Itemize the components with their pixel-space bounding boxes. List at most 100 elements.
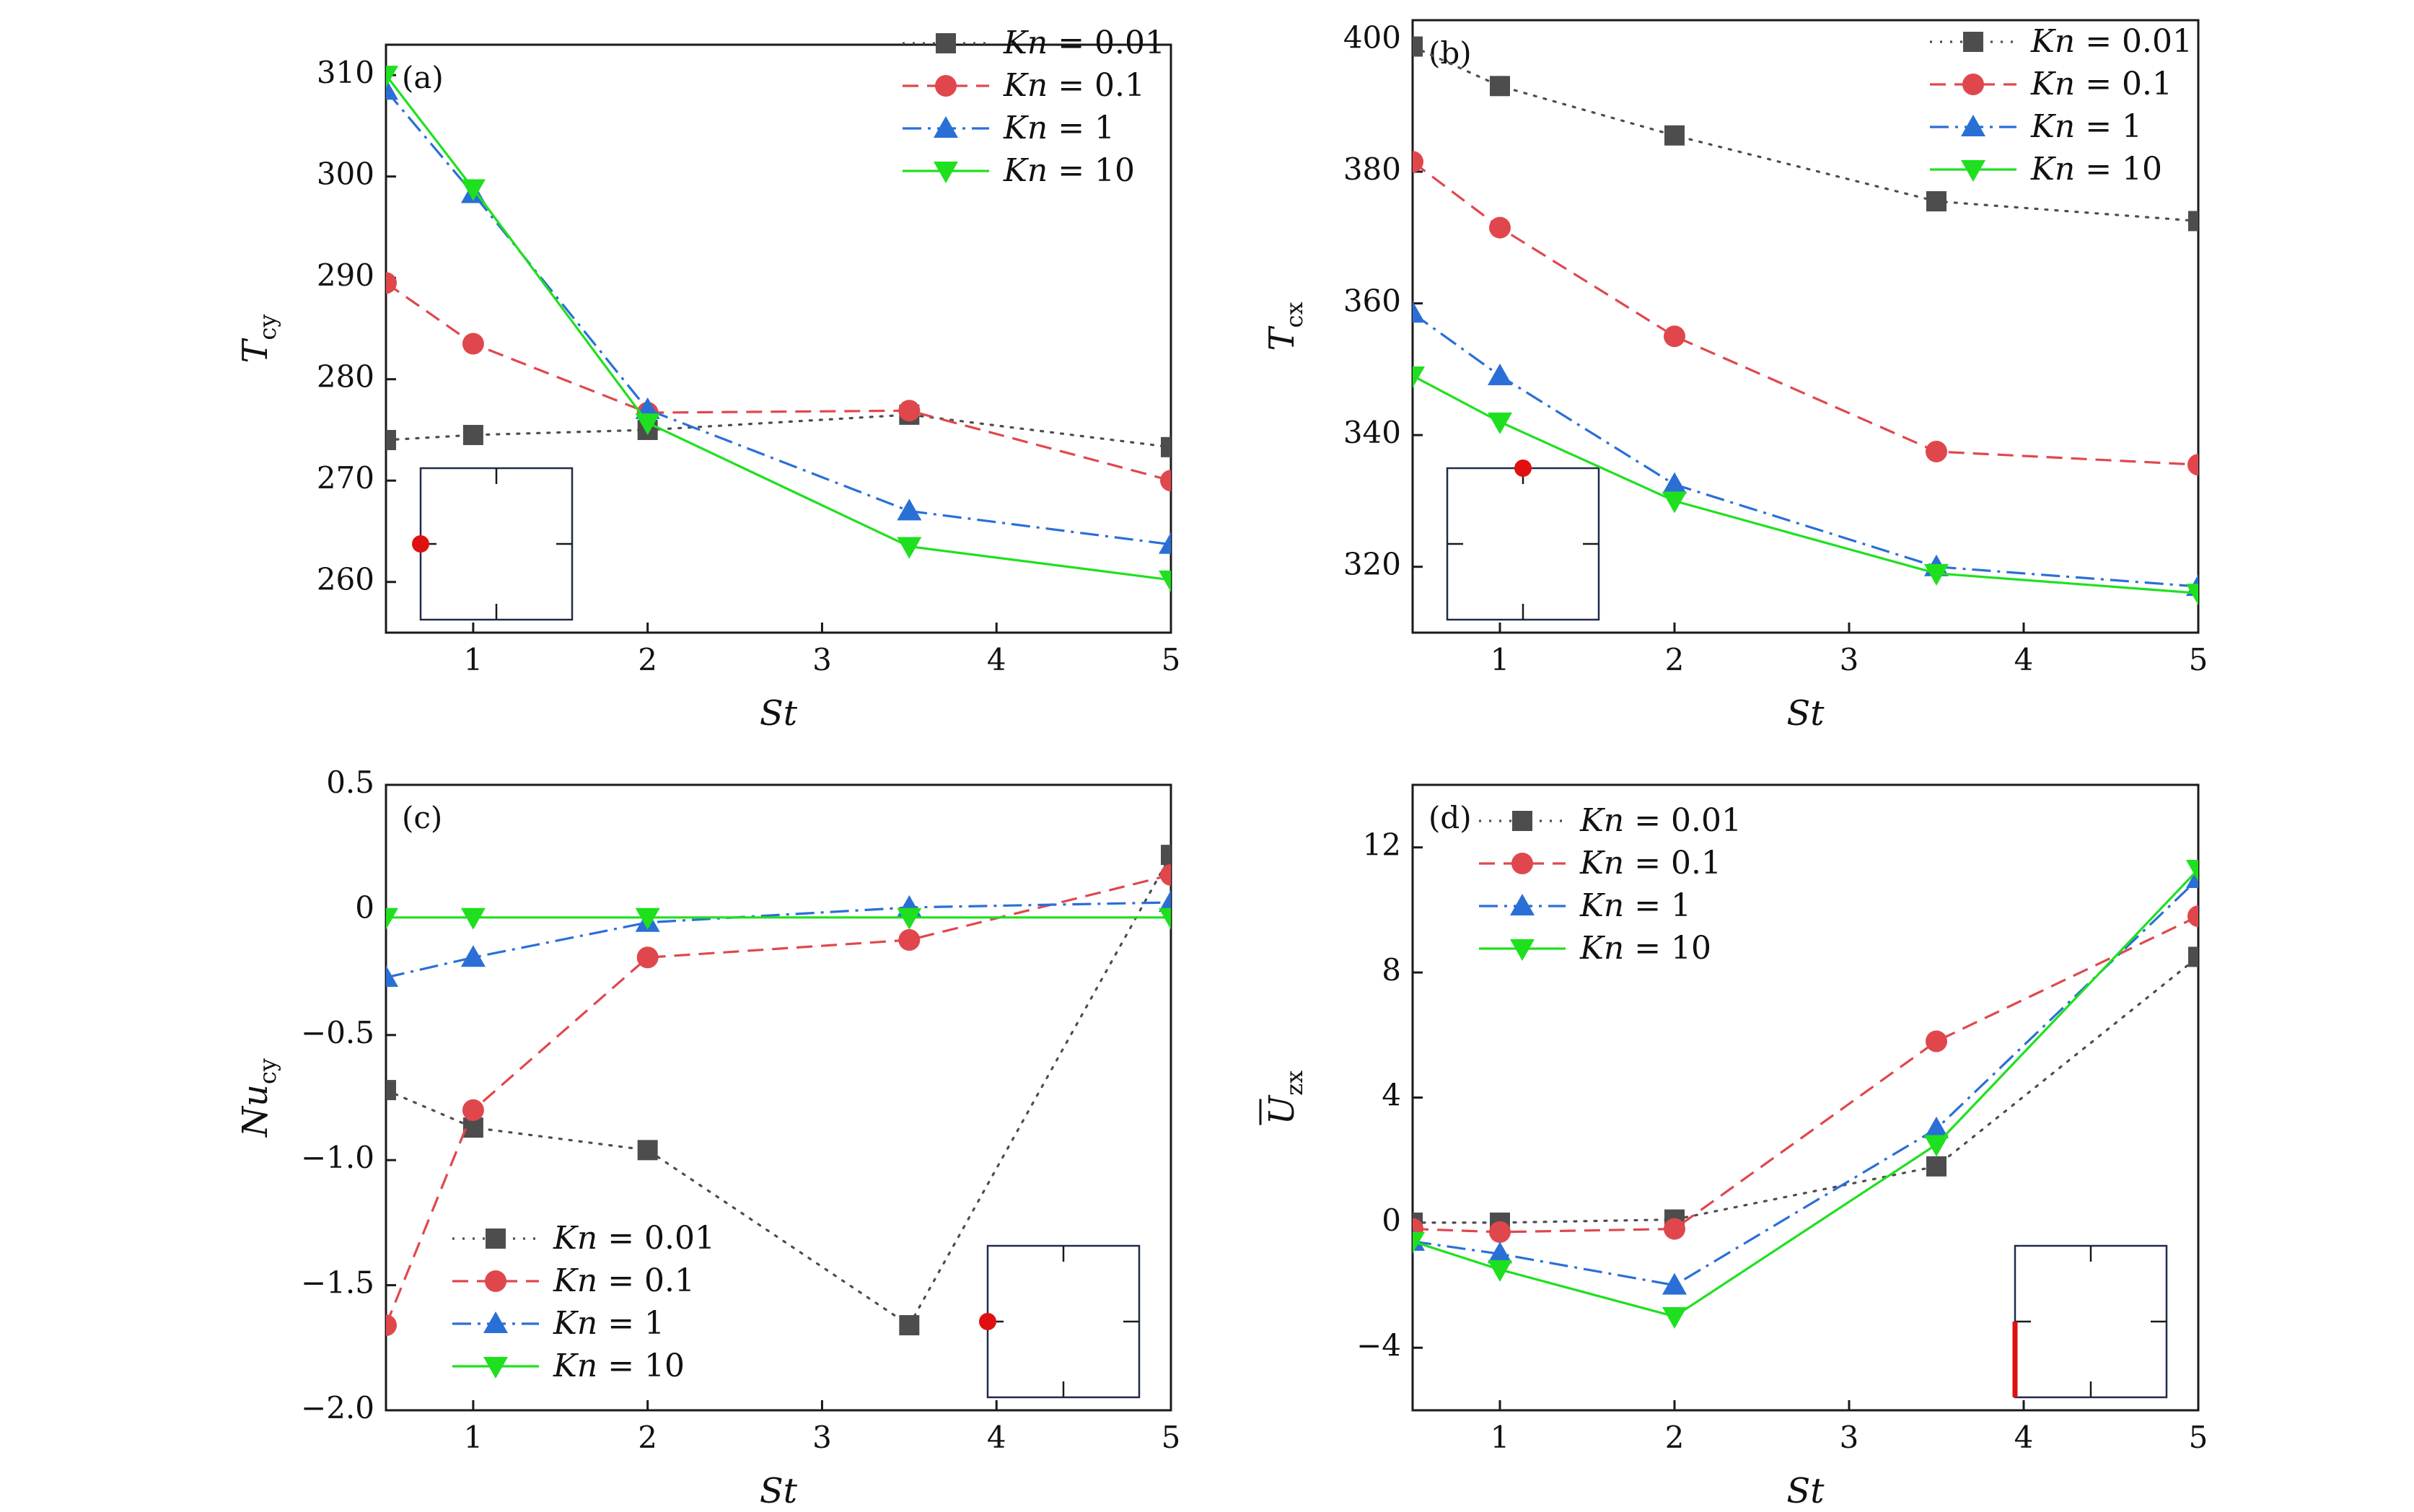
legend-marker-1 [483,1311,508,1333]
series-line-0.01 [386,413,1171,449]
x-tick-label: 3 [1840,642,1859,677]
legend-marker-0.1 [485,1270,506,1292]
y-tick-label: 0 [355,889,374,925]
data-point-0.01 [2188,211,2198,232]
x-tick-label: 4 [987,642,1006,677]
legend-marker-0.1 [935,75,957,97]
y-tick-label: 400 [1343,19,1401,55]
inset-box [1446,467,1600,621]
data-point-1 [1924,1116,1949,1138]
y-tick-label: 0 [1382,1203,1401,1238]
data-point-10 [897,907,922,930]
legend-marker-0.1 [1511,853,1533,874]
legend-label-10: Kn = 10 [553,1348,685,1384]
data-point-0.1 [386,1314,397,1337]
legend-label-10: Kn = 10 [1003,152,1135,189]
y-axis-title: Uzx [1262,1071,1308,1125]
data-point-10 [1413,1231,1425,1254]
x-tick-label: 3 [812,1420,832,1455]
series-line-0.1 [1413,915,2198,1234]
data-point-0.1 [636,946,659,969]
data-point-0.01 [899,1315,920,1336]
data-point-10 [897,537,922,559]
data-point-0.1 [1160,470,1171,492]
legend-label-1: Kn = 1 [1003,110,1115,146]
data-point-0.01 [1161,845,1171,866]
y-tick-label: 340 [1343,415,1401,450]
y-tick-label: 4 [1382,1078,1401,1113]
legend: Kn = 0.01 Kn = 0.1 Kn = 1 Kn = 10 [452,1220,715,1384]
plot-frame [385,43,1172,634]
series-line-0.1 [386,281,1171,482]
legend-marker-1 [934,116,958,138]
x-tick-label: 2 [1665,1420,1685,1455]
data-point-0.01 [462,424,483,445]
data-point-10 [1159,907,1171,930]
legend: Kn = 0.01 Kn = 0.1 Kn = 1 Kn = 10 [1930,23,2193,188]
data-point-10 [2186,860,2198,882]
series-line-0.01 [1413,955,2198,1224]
x-tick-label: 1 [464,642,483,677]
data-point-1 [386,78,398,100]
data-point-0.01 [386,1080,396,1101]
y-tick-label: −4 [1356,1327,1401,1363]
data-point-0.01 [1161,436,1171,457]
data-point-0.01 [386,430,396,451]
series-line-0.01 [1413,45,2198,223]
legend-label-0.01: Kn = 0.01 [1579,802,1742,839]
data-point-1 [460,945,486,967]
inset-marker [1514,460,1532,477]
legend-marker-0.1 [1962,74,1984,95]
y-tick-label: 300 [317,157,374,192]
data-point-0.1 [1489,216,1511,239]
data-point-1 [1413,301,1425,323]
data-point-10 [1159,570,1171,592]
x-tick-label: 1 [464,1420,483,1455]
data-layer [386,66,1171,592]
y-tick-label: 280 [317,359,374,395]
y-tick-label: 310 [317,55,374,90]
data-point-1 [897,498,922,521]
legend-label-0.1: Kn = 0.1 [553,1262,695,1299]
data-point-0.01 [2188,946,2198,967]
data-point-10 [386,907,398,930]
inset-marker [412,535,429,553]
data-point-1 [1159,889,1171,912]
y-tick-label: 8 [1382,952,1401,988]
legend-label-1: Kn = 1 [553,1305,664,1342]
data-point-1 [1488,1241,1512,1264]
y-axis-title: Tcx [1262,302,1308,351]
x-tick-label: 4 [987,1420,1006,1455]
data-point-10 [1488,1260,1512,1282]
x-axis-title: St [760,1471,798,1511]
legend-label-0.1: Kn = 0.1 [2030,66,2172,102]
x-tick-label: 1 [1491,1420,1510,1455]
data-point-10 [1488,412,1512,434]
x-tick-label: 1 [1491,642,1510,677]
y-tick-label: −1.5 [301,1265,374,1301]
data-layer [386,845,1171,1337]
x-tick-label: 5 [2189,642,2208,677]
x-tick-label: 5 [2189,1420,2208,1455]
data-point-0.01 [1490,76,1510,97]
x-tick-label: 5 [1162,642,1181,677]
legend-marker-0.01 [486,1228,506,1249]
legend: Kn = 0.01 Kn = 0.1 Kn = 1 Kn = 10 [903,25,1165,189]
legend-label-0.1: Kn = 0.1 [1579,845,1721,882]
panel-label: (d) [1428,800,1472,835]
panel-label: (a) [402,60,444,95]
data-point-10 [1924,563,1949,586]
data-layer [1413,36,2198,606]
y-tick-label: 260 [317,562,374,597]
x-tick-label: 3 [812,642,832,677]
y-tick-label: 360 [1343,284,1401,319]
data-layer [1413,860,2198,1329]
inset-schematic [2012,1244,2168,1399]
y-axis-title: Tcy [235,314,281,363]
panel-label: (c) [402,800,442,835]
legend-label-0.01: Kn = 0.01 [1003,25,1165,61]
legend-label-10: Kn = 10 [1579,930,1711,967]
x-tick-label: 3 [1840,1420,1859,1455]
data-point-0.01 [1926,191,1946,212]
data-point-0.1 [1664,1218,1685,1240]
